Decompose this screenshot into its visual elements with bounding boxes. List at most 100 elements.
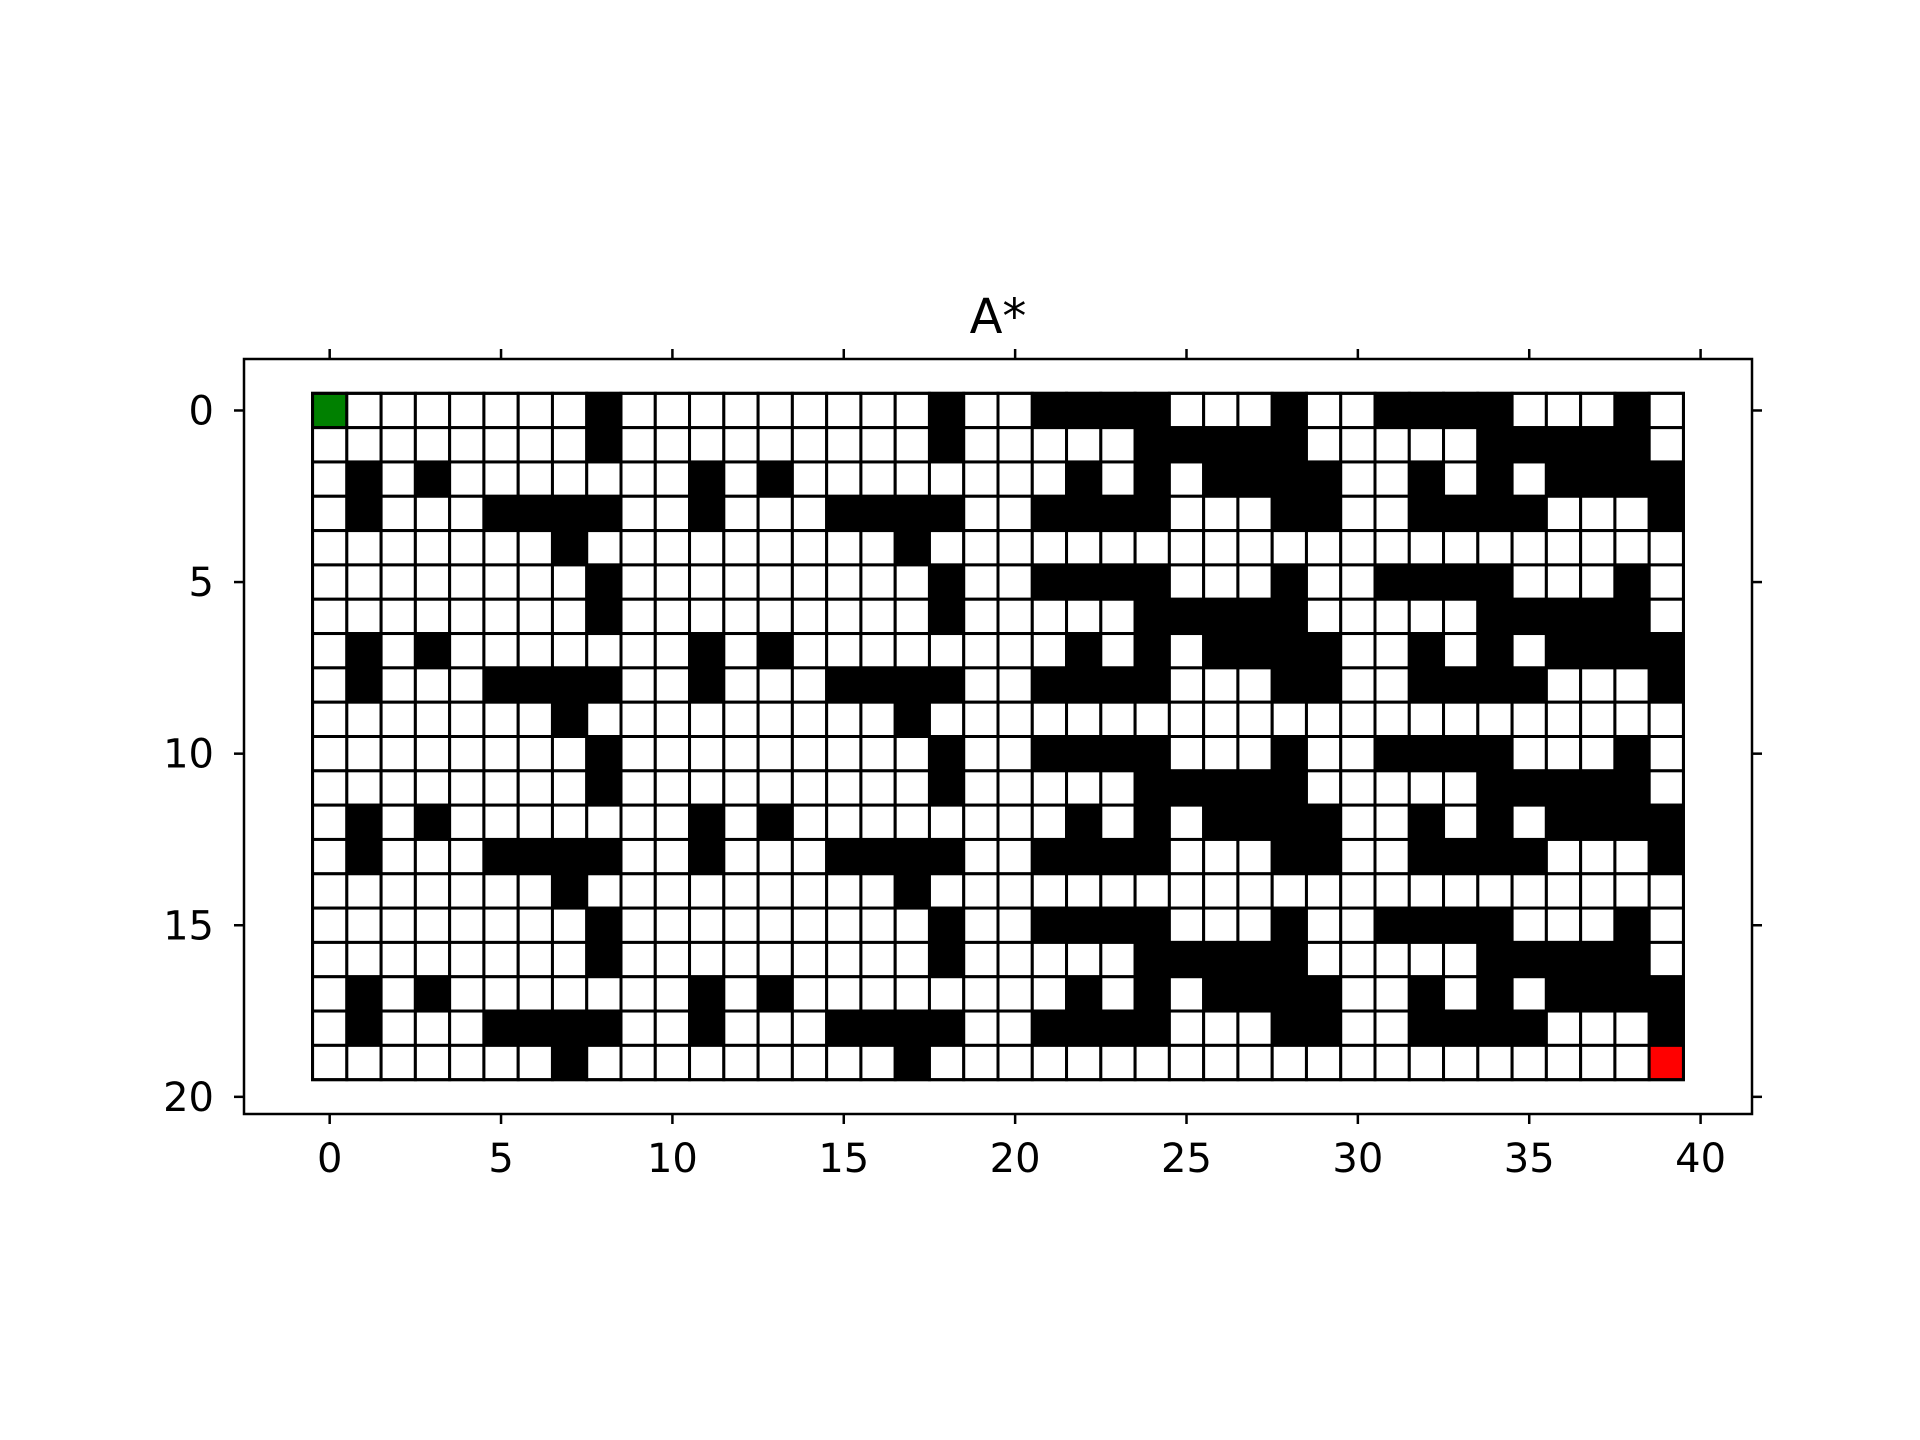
free-cell xyxy=(1373,632,1411,670)
wall-cell xyxy=(1270,597,1308,636)
wall-cell xyxy=(1476,940,1514,979)
wall-cell xyxy=(1099,906,1137,944)
free-cell xyxy=(790,391,829,430)
free-cell xyxy=(1236,872,1274,910)
free-cell xyxy=(653,563,692,601)
wall-cell xyxy=(1544,769,1583,807)
free-cell xyxy=(482,700,520,739)
free-cell xyxy=(790,529,829,567)
free-cell xyxy=(1339,597,1377,636)
free-cell xyxy=(448,1009,486,1047)
wall-cell xyxy=(1510,940,1548,979)
free-cell xyxy=(413,700,452,739)
wall-cell xyxy=(688,803,726,841)
wall-cell xyxy=(1304,494,1343,533)
free-cell xyxy=(927,803,966,841)
free-cell xyxy=(482,632,520,670)
wall-cell xyxy=(927,494,966,533)
free-cell xyxy=(1510,563,1548,601)
free-cell xyxy=(448,494,486,533)
free-cell xyxy=(1099,597,1137,636)
wall-cell xyxy=(1407,837,1446,876)
free-cell xyxy=(653,940,692,979)
free-cell xyxy=(311,563,349,601)
wall-cell xyxy=(516,494,554,533)
wall-cell xyxy=(927,940,966,979)
y-tick-label: 10 xyxy=(163,732,214,778)
free-cell xyxy=(448,460,486,498)
free-cell xyxy=(1510,460,1548,498)
wall-cell xyxy=(1030,735,1069,773)
free-cell xyxy=(1167,494,1206,533)
wall-cell xyxy=(1407,494,1446,533)
wall-cell xyxy=(482,1009,520,1047)
free-cell xyxy=(996,494,1034,533)
free-cell xyxy=(722,975,760,1013)
free-cell xyxy=(1167,803,1206,841)
x-tick-label: 0 xyxy=(317,1136,342,1182)
wall-cell xyxy=(1133,426,1171,464)
wall-cell xyxy=(1442,494,1480,533)
wall-cell xyxy=(1030,1009,1069,1047)
free-cell xyxy=(1442,803,1480,841)
free-cell xyxy=(1339,735,1377,773)
free-cell xyxy=(790,563,829,601)
wall-cell xyxy=(1270,803,1308,841)
free-cell xyxy=(1373,872,1411,910)
wall-cell xyxy=(1476,460,1514,498)
free-cell xyxy=(448,1043,486,1082)
free-cell xyxy=(962,700,1000,739)
wall-cell xyxy=(893,700,931,739)
free-cell xyxy=(619,529,657,567)
free-cell xyxy=(1613,494,1651,533)
free-cell xyxy=(653,632,692,670)
free-cell xyxy=(825,597,863,636)
free-cell xyxy=(516,563,554,601)
free-cell xyxy=(996,426,1034,464)
free-cell xyxy=(482,940,520,979)
free-cell xyxy=(1304,700,1343,739)
x-tick-label: 10 xyxy=(647,1136,698,1182)
free-cell xyxy=(996,666,1034,704)
wall-cell xyxy=(1202,632,1240,670)
free-cell xyxy=(825,975,863,1013)
free-cell xyxy=(550,769,589,807)
wall-cell xyxy=(1579,975,1617,1013)
free-cell xyxy=(1065,529,1103,567)
free-cell xyxy=(1339,837,1377,876)
free-cell xyxy=(1202,837,1240,876)
free-cell xyxy=(1510,803,1548,841)
free-cell xyxy=(619,906,657,944)
wall-cell xyxy=(1373,563,1411,601)
free-cell xyxy=(653,700,692,739)
x-tick-label: 30 xyxy=(1332,1136,1383,1182)
free-cell xyxy=(1270,872,1308,910)
free-cell xyxy=(996,735,1034,773)
wall-cell xyxy=(1613,460,1651,498)
wall-cell xyxy=(1544,426,1583,464)
free-cell xyxy=(859,803,897,841)
free-cell xyxy=(688,872,726,910)
y-tick-label: 15 xyxy=(163,903,214,949)
free-cell xyxy=(516,940,554,979)
free-cell xyxy=(825,700,863,739)
free-cell xyxy=(379,700,417,739)
free-cell xyxy=(619,940,657,979)
free-cell xyxy=(790,735,829,773)
wall-cell xyxy=(1099,494,1137,533)
start-cell xyxy=(311,391,349,430)
free-cell xyxy=(1065,597,1103,636)
free-cell xyxy=(1030,529,1069,567)
free-cell xyxy=(756,1043,794,1082)
wall-cell xyxy=(1510,837,1548,876)
free-cell xyxy=(1339,666,1377,704)
free-cell xyxy=(345,563,383,601)
free-cell xyxy=(1544,391,1583,430)
free-cell xyxy=(1442,597,1480,636)
free-cell xyxy=(1373,460,1411,498)
wall-cell xyxy=(1065,803,1103,841)
free-cell xyxy=(1133,1043,1171,1082)
wall-cell xyxy=(1476,563,1514,601)
free-cell xyxy=(927,460,966,498)
free-cell xyxy=(893,906,931,944)
